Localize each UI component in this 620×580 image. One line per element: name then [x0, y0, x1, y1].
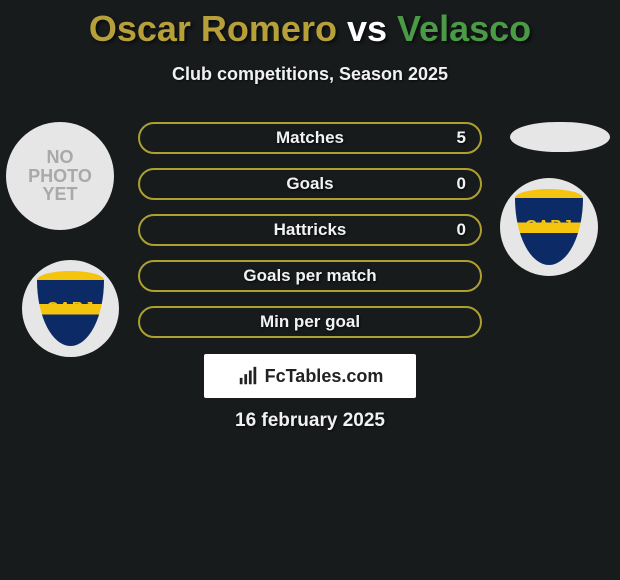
stat-value-right: 5 [457, 124, 466, 152]
date-text: 16 february 2025 [0, 410, 620, 432]
comparison-title: Oscar Romero vs Velasco [0, 0, 620, 50]
stat-value-right: 0 [457, 170, 466, 198]
brand-text: FcTables.com [265, 366, 384, 387]
stat-value-right: 0 [457, 216, 466, 244]
stats-container: Matches5Goals0Hattricks0Goals per matchM… [138, 122, 482, 352]
stat-row: Goals per match [138, 260, 482, 292]
avatar-line3: YET [28, 185, 92, 204]
stat-row: Goals0 [138, 168, 482, 200]
club-shield-left: CABJ [37, 271, 105, 347]
avatar-placeholder-text: NO PHOTO YET [28, 148, 92, 205]
stat-row: Matches5 [138, 122, 482, 154]
player2-club-badge: CABJ [500, 178, 598, 276]
subtitle: Club competitions, Season 2025 [0, 64, 620, 85]
club-shield-right: CABJ [515, 189, 584, 265]
player2-name: Velasco [397, 8, 531, 49]
avatar-line2: PHOTO [28, 167, 92, 186]
player1-name: Oscar Romero [89, 8, 337, 49]
stat-label: Goals per match [140, 262, 480, 290]
brand-chart-icon [237, 365, 259, 387]
stat-row: Hattricks0 [138, 214, 482, 246]
player1-avatar: NO PHOTO YET [6, 122, 114, 230]
stat-label: Min per goal [140, 308, 480, 336]
player1-club-badge: CABJ [22, 260, 119, 357]
club-shield-left-text: CABJ [47, 300, 95, 318]
player2-avatar [510, 122, 610, 152]
stat-label: Hattricks [140, 216, 480, 244]
stat-label: Goals [140, 170, 480, 198]
brand-box: FcTables.com [204, 354, 416, 398]
club-shield-right-text: CABJ [525, 218, 573, 236]
stat-label: Matches [140, 124, 480, 152]
stat-row: Min per goal [138, 306, 482, 338]
avatar-line1: NO [28, 148, 92, 167]
vs-separator: vs [347, 8, 387, 49]
